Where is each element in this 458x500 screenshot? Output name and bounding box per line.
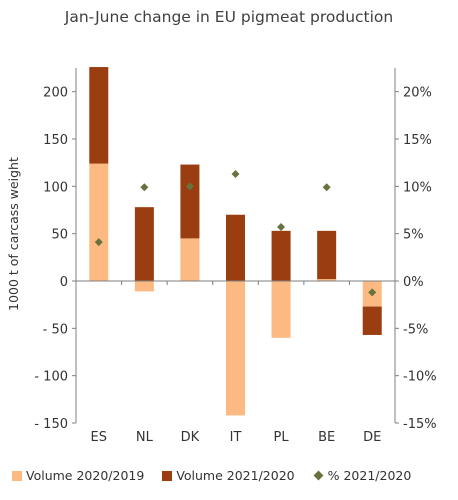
bar-volume-2020-2019-it bbox=[226, 281, 245, 416]
marker-pct-it bbox=[231, 170, 240, 179]
y-axis-label: 1000 t of carcass weight bbox=[6, 157, 21, 311]
bar-volume-2021-2020-it bbox=[226, 214, 245, 281]
y-tick-label: 50 bbox=[51, 228, 68, 243]
bar-volume-2020-2019-be bbox=[317, 279, 337, 281]
y2-tick-label: 10% bbox=[403, 180, 432, 195]
y2-tick-label: 0% bbox=[403, 275, 424, 290]
y2-tick-label: 5% bbox=[403, 228, 424, 243]
y-tick-label: 0 bbox=[60, 275, 68, 290]
bar-volume-2020-2019-nl bbox=[134, 281, 154, 292]
bar-volume-2021-2020-pl bbox=[271, 230, 291, 281]
bar-volume-2021-2020-es bbox=[89, 67, 109, 164]
y-tick-label: 100 bbox=[43, 180, 68, 195]
legend-swatch-volume-2021-2020 bbox=[162, 470, 173, 481]
x-tick-label: NL bbox=[136, 430, 154, 445]
y2-tick-label: 20% bbox=[403, 86, 432, 101]
bar-volume-2021-2020-de bbox=[362, 306, 382, 335]
marker-pct-pl bbox=[277, 223, 286, 232]
legend-marker-pct-2021-2020 bbox=[313, 470, 324, 481]
y2-tick-label: -5% bbox=[403, 322, 428, 337]
y-tick-label: 150 bbox=[43, 133, 68, 148]
x-tick-label: IT bbox=[230, 430, 242, 445]
y-tick-label: - 150 bbox=[34, 417, 68, 432]
legend: Volume 2020/2019 Volume 2021/2020 % 2021… bbox=[12, 468, 452, 483]
bar-volume-2021-2020-dk bbox=[180, 164, 200, 239]
y-tick-label: 200 bbox=[43, 86, 68, 101]
legend-label-pct-2021-2020: % 2021/2020 bbox=[327, 468, 412, 483]
legend-entry-pct-2021-2020: % 2021/2020 bbox=[313, 468, 412, 483]
marker-pct-be bbox=[322, 183, 331, 192]
bars-layer bbox=[89, 67, 382, 416]
markers-layer bbox=[94, 170, 377, 297]
y2-tick-label: -10% bbox=[403, 370, 437, 385]
marker-pct-nl bbox=[140, 183, 149, 192]
legend-entry-volume-2020-2019: Volume 2020/2019 bbox=[12, 468, 144, 483]
x-tick-label: DK bbox=[181, 430, 200, 445]
bar-volume-2021-2020-nl bbox=[134, 207, 154, 281]
bar-volume-2020-2019-dk bbox=[180, 238, 200, 281]
legend-entry-volume-2021-2020: Volume 2021/2020 bbox=[162, 468, 295, 483]
y-tick-label: - 50 bbox=[43, 322, 68, 337]
chart-canvas: 200 150 100 50 0 - 50 - 100 - 150 20% 15% 10% 5% 0% -… bbox=[6, 67, 437, 445]
y2-tick-label: -15% bbox=[403, 417, 437, 432]
marker-pct-es bbox=[94, 238, 103, 247]
x-tick-label: BE bbox=[318, 430, 335, 445]
x-tick-label: DE bbox=[363, 430, 381, 445]
legend-label-volume-2021-2020: Volume 2021/2020 bbox=[176, 468, 295, 483]
marker-pct-de bbox=[368, 288, 377, 297]
x-tick-label: PL bbox=[274, 430, 290, 445]
y2-tick-label: 15% bbox=[403, 133, 432, 148]
bar-volume-2020-2019-pl bbox=[271, 281, 291, 338]
x-tick-label: ES bbox=[91, 430, 107, 445]
bar-volume-2021-2020-be bbox=[317, 230, 337, 280]
marker-pct-dk bbox=[185, 182, 194, 191]
legend-label-volume-2020-2019: Volume 2020/2019 bbox=[26, 468, 145, 483]
y-tick-label: - 100 bbox=[34, 370, 68, 385]
axes-layer: 200 150 100 50 0 - 50 - 100 - 150 20% 15% 10% 5% 0% -… bbox=[34, 68, 437, 445]
bar-volume-2020-2019-es bbox=[89, 163, 109, 281]
legend-swatch-volume-2020-2019 bbox=[12, 470, 22, 481]
chart-title: Jan-June change in EU pigmeat production bbox=[64, 8, 394, 26]
